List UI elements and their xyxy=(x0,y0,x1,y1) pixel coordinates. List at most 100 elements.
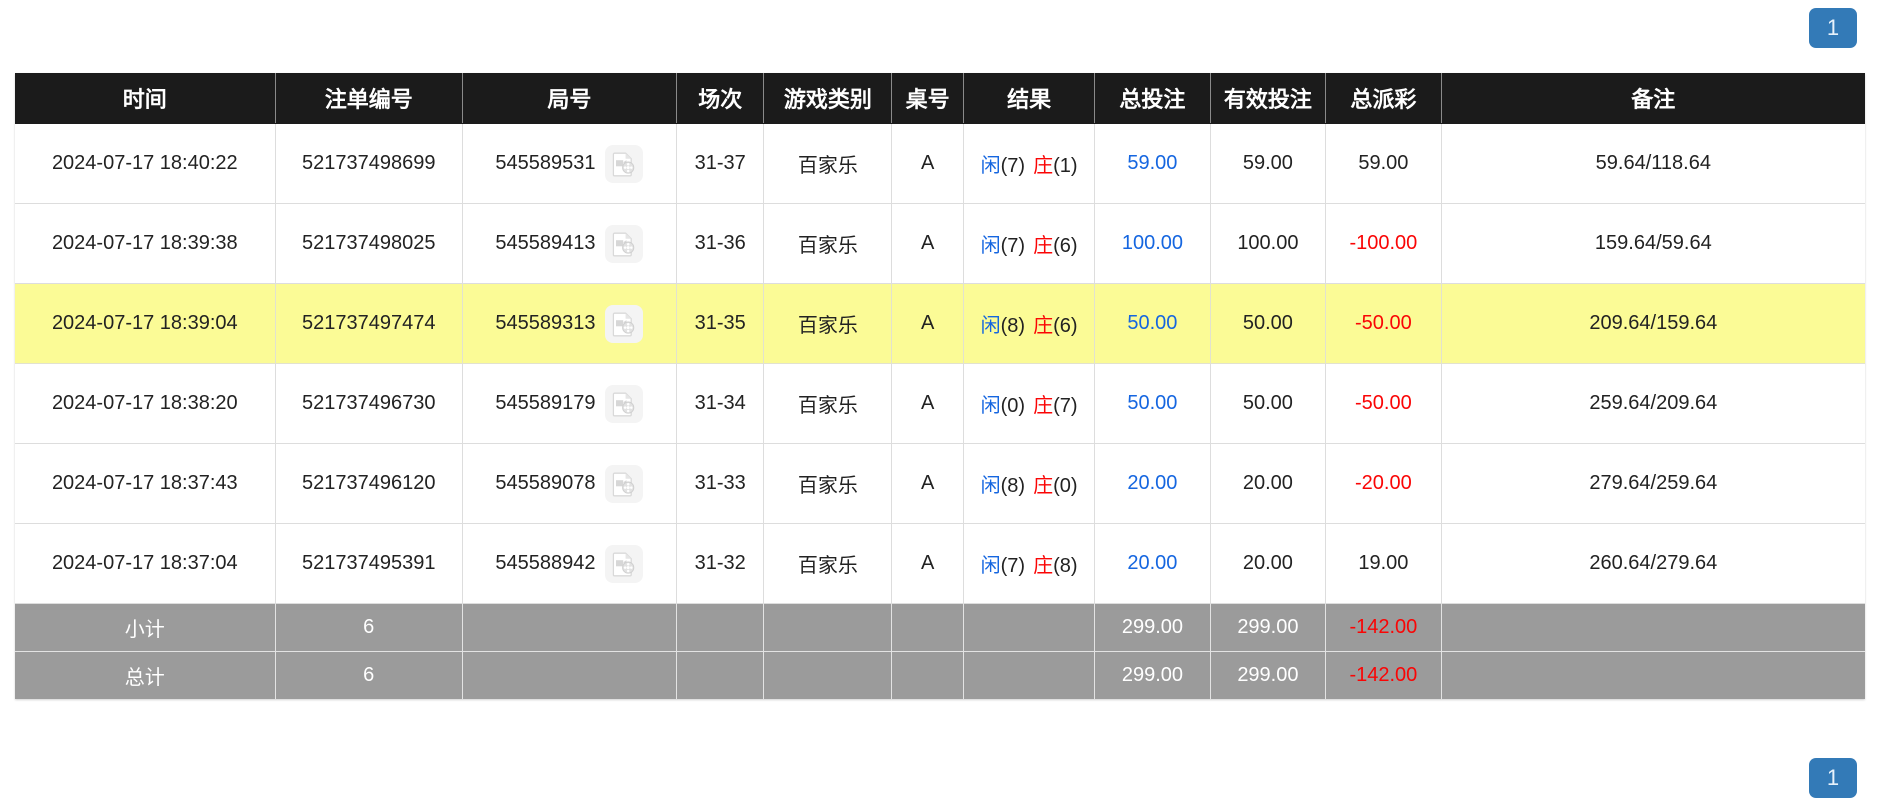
result-banker-label: 庄 xyxy=(1033,155,1054,177)
summary-remark xyxy=(1441,603,1865,652)
summary-session xyxy=(676,603,765,652)
table-body: 2024-07-17 18:40:22 521737498699 545589531… xyxy=(15,123,1865,699)
cell-total-bet: 59.00 xyxy=(1094,123,1211,204)
bet-history-table: 时间 注单编号 局号 场次 游戏类别 桌号 结果 总投注 有效投注 总派彩 备注… xyxy=(15,73,1865,699)
cell-session: 31-33 xyxy=(676,443,765,524)
column-header-session[interactable]: 场次 xyxy=(676,73,765,124)
cell-game-type: 百家乐 xyxy=(763,523,893,604)
round-no-text: 545589078 xyxy=(495,472,596,494)
cell-time: 2024-07-17 18:37:43 xyxy=(15,443,276,524)
column-header-payout[interactable]: 总派彩 xyxy=(1325,73,1442,124)
pagination-page-1-bottom[interactable]: 1 xyxy=(1809,758,1857,798)
result-player-score: (7) xyxy=(1000,555,1026,577)
pagination-page-1-top[interactable]: 1 xyxy=(1809,8,1857,48)
table-row[interactable]: 2024-07-17 18:38:20 521737496730 545589179… xyxy=(15,363,1865,444)
cell-session: 31-35 xyxy=(676,283,765,364)
cell-total-bet: 20.00 xyxy=(1094,443,1211,524)
cell-round-no: 545588942 xyxy=(462,523,677,604)
summary-label: 小计 xyxy=(15,603,276,652)
video-replay-icon[interactable] xyxy=(605,544,644,583)
table-row[interactable]: 2024-07-17 18:39:04 521737497474 545589313… xyxy=(15,283,1865,364)
summary-game-type xyxy=(763,651,893,699)
result-player-label: 闲 xyxy=(980,555,1001,577)
result-banker-score: (1) xyxy=(1053,155,1078,177)
cell-bet-id: 521737496120 xyxy=(275,443,463,524)
round-no-text: 545589313 xyxy=(495,312,596,334)
cell-time: 2024-07-17 18:37:04 xyxy=(15,523,276,604)
column-header-bet-id[interactable]: 注单编号 xyxy=(275,73,463,124)
cell-total-bet: 50.00 xyxy=(1094,283,1211,364)
column-header-round-no[interactable]: 局号 xyxy=(462,73,677,124)
cell-session: 31-32 xyxy=(676,523,765,604)
column-header-remark[interactable]: 备注 xyxy=(1441,73,1865,124)
bet-history-table-container: 时间 注单编号 局号 场次 游戏类别 桌号 结果 总投注 有效投注 总派彩 备注… xyxy=(15,73,1865,699)
cell-table-no: A xyxy=(891,283,964,364)
result-player-score: (8) xyxy=(1000,315,1026,337)
summary-round-no xyxy=(462,603,677,652)
cell-game-type: 百家乐 xyxy=(763,123,893,204)
column-header-valid-bet[interactable]: 有效投注 xyxy=(1210,73,1327,124)
cell-game-type: 百家乐 xyxy=(763,283,893,364)
cell-time: 2024-07-17 18:39:38 xyxy=(15,203,276,284)
result-banker-score: (7) xyxy=(1053,395,1078,417)
summary-round-no xyxy=(462,651,677,699)
cell-remark: 159.64/59.64 xyxy=(1441,203,1865,284)
video-replay-icon[interactable] xyxy=(605,304,644,343)
summary-valid-bet: 299.00 xyxy=(1210,651,1327,699)
column-header-game-type[interactable]: 游戏类别 xyxy=(763,73,893,124)
cell-time: 2024-07-17 18:40:22 xyxy=(15,123,276,204)
cell-table-no: A xyxy=(891,443,964,524)
result-player-label: 闲 xyxy=(980,395,1001,417)
cell-payout: -50.00 xyxy=(1325,363,1442,444)
table-row[interactable]: 2024-07-17 18:37:43 521737496120 545589078… xyxy=(15,443,1865,524)
round-no-text: 545589413 xyxy=(495,232,596,254)
summary-session xyxy=(676,651,765,699)
summary-payout: -142.00 xyxy=(1325,651,1442,699)
video-replay-icon[interactable] xyxy=(605,384,644,423)
cell-session: 31-37 xyxy=(676,123,765,204)
column-header-result[interactable]: 结果 xyxy=(963,73,1096,124)
result-banker-score: (8) xyxy=(1053,555,1078,577)
video-replay-icon[interactable] xyxy=(605,464,644,503)
result-player-score: (7) xyxy=(1000,155,1026,177)
video-replay-icon[interactable] xyxy=(605,224,644,263)
table-row[interactable]: 2024-07-17 18:40:22 521737498699 545589531… xyxy=(15,123,1865,204)
cell-round-no: 545589078 xyxy=(462,443,677,524)
video-replay-icon[interactable] xyxy=(605,144,644,183)
table-row[interactable]: 2024-07-17 18:37:04 521737495391 545588942… xyxy=(15,523,1865,604)
cell-result: 闲(7) 庄(8) xyxy=(963,523,1096,604)
cell-remark: 59.64/118.64 xyxy=(1441,123,1865,204)
result-player-label: 闲 xyxy=(980,315,1001,337)
column-header-total-bet[interactable]: 总投注 xyxy=(1094,73,1211,124)
cell-round-no: 545589179 xyxy=(462,363,677,444)
cell-payout: -20.00 xyxy=(1325,443,1442,524)
cell-session: 31-34 xyxy=(676,363,765,444)
result-banker-label: 庄 xyxy=(1033,395,1054,417)
column-header-time[interactable]: 时间 xyxy=(15,73,276,124)
cell-game-type: 百家乐 xyxy=(763,363,893,444)
summary-result xyxy=(963,651,1096,699)
result-player-label: 闲 xyxy=(980,475,1001,497)
column-header-table-no[interactable]: 桌号 xyxy=(891,73,964,124)
summary-total-bet: 299.00 xyxy=(1094,651,1211,699)
summary-payout: -142.00 xyxy=(1325,603,1442,652)
cell-valid-bet: 59.00 xyxy=(1210,123,1327,204)
result-banker-score: (6) xyxy=(1053,315,1078,337)
result-banker-label: 庄 xyxy=(1033,235,1054,257)
cell-valid-bet: 20.00 xyxy=(1210,523,1327,604)
cell-remark: 260.64/279.64 xyxy=(1441,523,1865,604)
cell-result: 闲(7) 庄(1) xyxy=(963,123,1096,204)
round-no-text: 545589531 xyxy=(495,152,596,174)
cell-game-type: 百家乐 xyxy=(763,203,893,284)
cell-result: 闲(8) 庄(0) xyxy=(963,443,1096,524)
result-banker-label: 庄 xyxy=(1033,555,1054,577)
summary-valid-bet: 299.00 xyxy=(1210,603,1327,652)
cell-total-bet: 100.00 xyxy=(1094,203,1211,284)
cell-total-bet: 20.00 xyxy=(1094,523,1211,604)
cell-remark: 279.64/259.64 xyxy=(1441,443,1865,524)
result-player-score: (0) xyxy=(1000,395,1026,417)
round-no-text: 545588942 xyxy=(495,552,596,574)
summary-row-total: 总计 6 299.00 299.00 -142.00 xyxy=(15,651,1865,699)
cell-remark: 259.64/209.64 xyxy=(1441,363,1865,444)
table-row[interactable]: 2024-07-17 18:39:38 521737498025 545589413… xyxy=(15,203,1865,284)
